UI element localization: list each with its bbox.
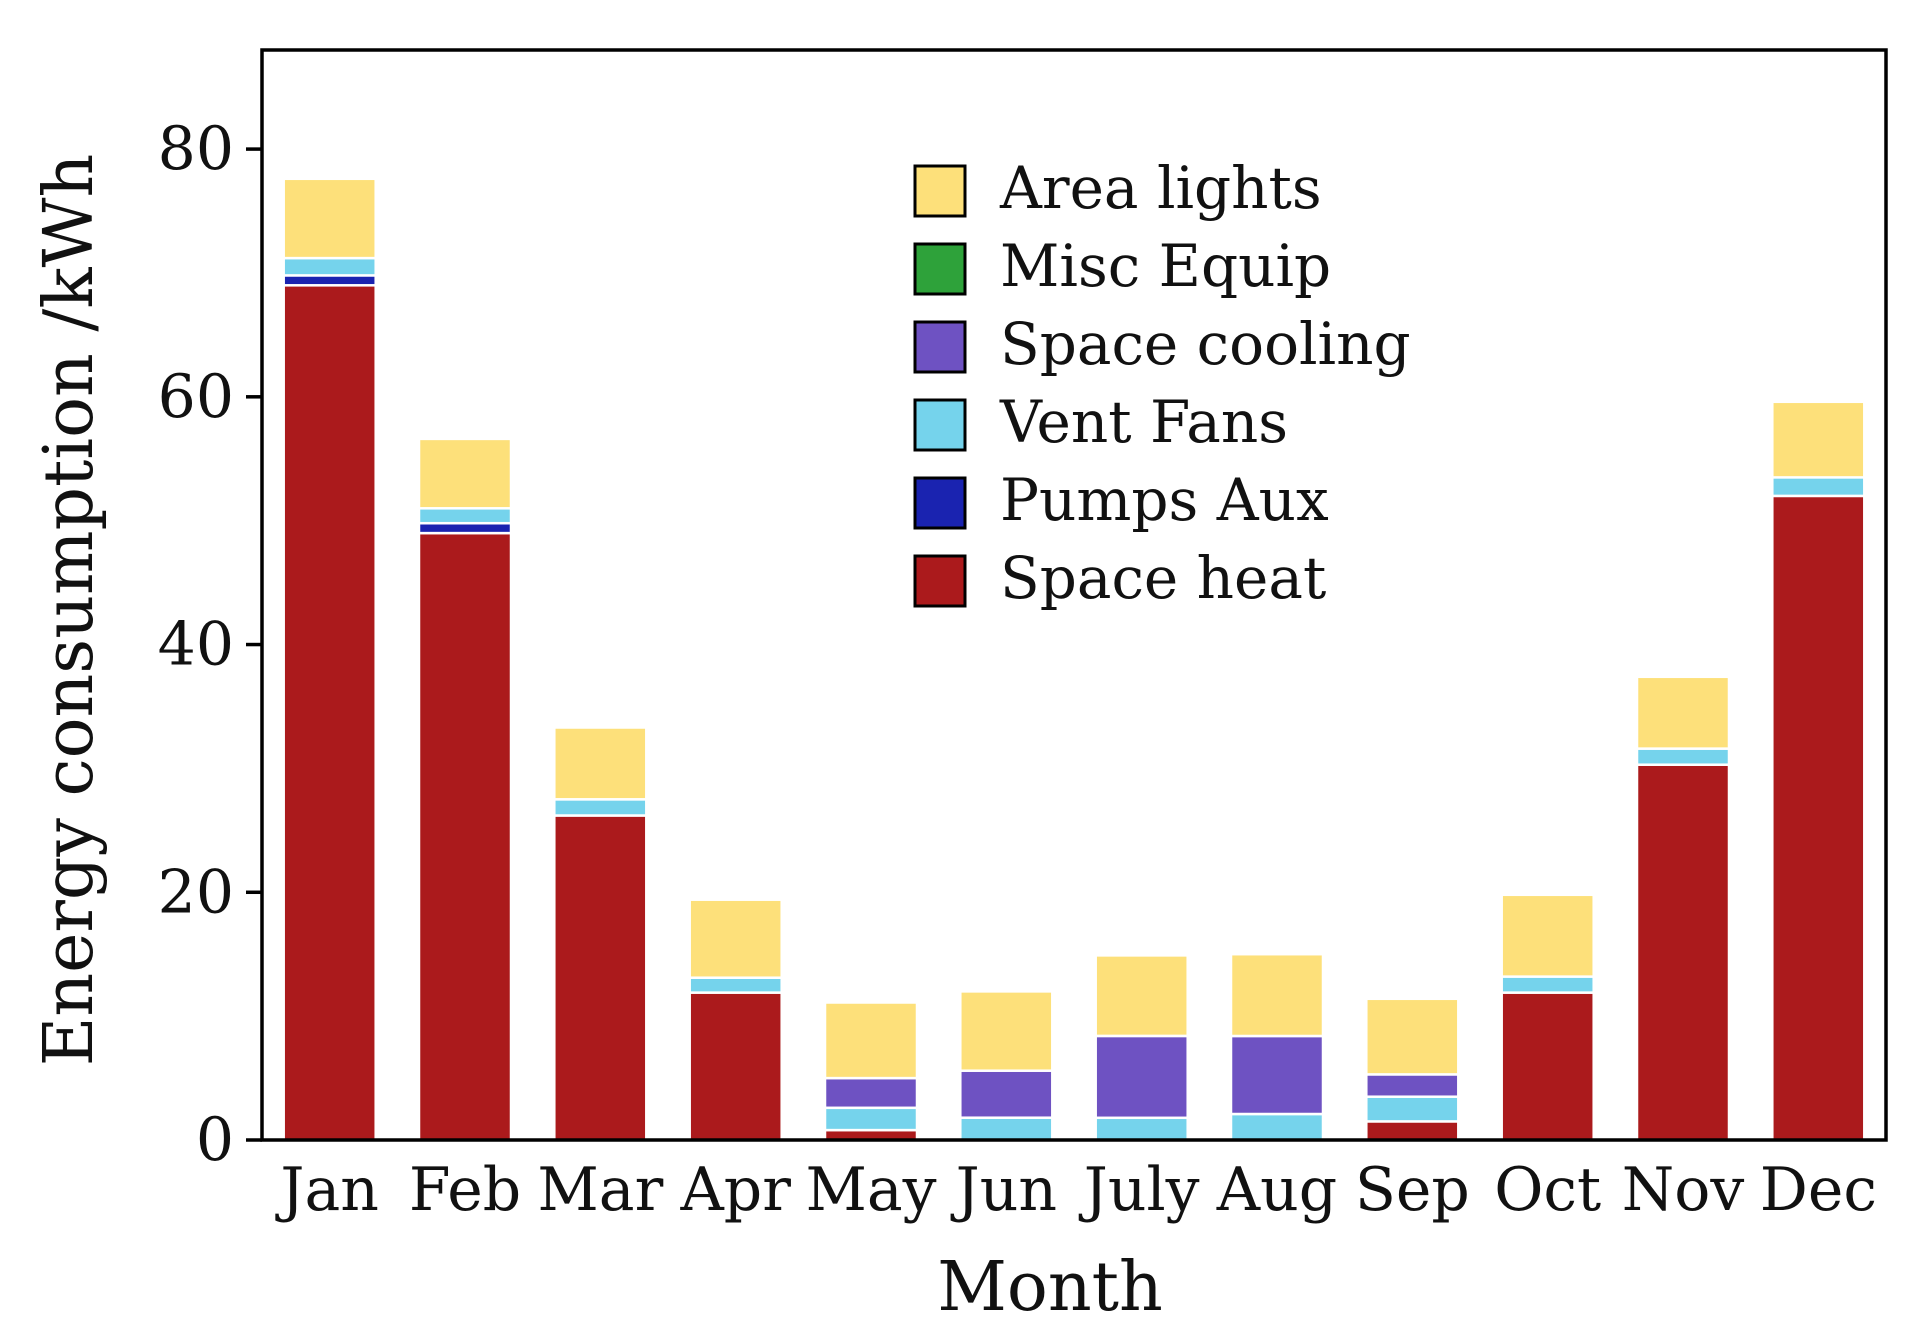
bar-oct-area-lights — [1500, 893, 1595, 978]
y-tick-label: 0 — [196, 1105, 234, 1175]
x-tick-label: Aug — [1216, 1155, 1337, 1225]
bar-dec-space-heat — [1771, 494, 1866, 1142]
bar-oct-space-heat — [1500, 991, 1595, 1142]
bar-sep-vent-fans — [1365, 1095, 1460, 1123]
x-tick-label: Mar — [537, 1155, 663, 1225]
x-tick-label: Oct — [1494, 1155, 1601, 1225]
legend: Area lights Misc Equip Space cooling Vent F… — [913, 154, 1411, 612]
bar-jun-vent-fans — [959, 1116, 1054, 1142]
legend-label-space-cooling: Space cooling — [1000, 310, 1411, 378]
legend-swatch-pumps-aux — [913, 476, 967, 530]
bar-nov-space-heat — [1635, 763, 1731, 1142]
bar-aug-space-cooling — [1229, 1034, 1325, 1116]
x-tick-label: Feb — [409, 1155, 521, 1225]
bar-sep-space-heat — [1365, 1120, 1460, 1142]
x-axis-title: Month — [937, 1248, 1162, 1327]
x-tick-label: July — [1078, 1155, 1200, 1225]
bar-july-area-lights — [1094, 954, 1189, 1038]
legend-swatch-space-heat — [913, 554, 967, 608]
bar-may-area-lights — [823, 1001, 919, 1080]
y-tick-label: 40 — [158, 610, 234, 680]
bar-apr-area-lights — [688, 898, 783, 979]
bar-sep-area-lights — [1365, 997, 1460, 1076]
x-tick-label: Jun — [950, 1155, 1057, 1225]
y-tick-label: 20 — [158, 857, 234, 927]
bar-jan-vent-fans — [282, 256, 377, 277]
x-tick-label: Dec — [1760, 1155, 1877, 1225]
bar-dec-area-lights — [1771, 400, 1866, 479]
bar-jun-area-lights — [959, 990, 1054, 1072]
bar-mar-vent-fans — [553, 798, 648, 817]
bar-nov-area-lights — [1635, 675, 1731, 750]
bar-apr-vent-fans — [688, 976, 783, 994]
legend-label-pumps-aux: Pumps Aux — [1000, 466, 1329, 534]
x-tick-label: Apr — [679, 1155, 791, 1225]
bar-may-vent-fans — [823, 1106, 919, 1132]
bars-group — [282, 177, 1866, 1142]
y-axis-title: Energy consumption /kWh — [30, 154, 109, 1067]
bar-mar-space-heat — [553, 814, 648, 1142]
bar-nov-vent-fans — [1635, 747, 1731, 766]
bar-oct-vent-fans — [1500, 975, 1595, 994]
bar-sep-space-cooling — [1365, 1073, 1460, 1098]
bar-may-space-cooling — [823, 1076, 919, 1110]
bar-jan-pumps-aux — [282, 274, 377, 287]
bar-jan-area-lights — [282, 177, 377, 260]
bar-feb-pumps-aux — [417, 521, 513, 535]
x-tick-label: May — [805, 1155, 936, 1225]
legend-swatch-space-cooling — [913, 320, 967, 374]
y-tick-label: 60 — [158, 362, 234, 432]
bar-july-vent-fans — [1094, 1116, 1189, 1142]
legend-label-misc-equip: Misc Equip — [1000, 232, 1331, 300]
bar-feb-space-heat — [417, 531, 513, 1142]
x-tick-label: Nov — [1622, 1155, 1745, 1225]
legend-label-space-heat: Space heat — [1000, 544, 1326, 612]
bar-aug-vent-fans — [1229, 1112, 1325, 1142]
bar-mar-area-lights — [553, 726, 648, 801]
x-axis: Jan Feb Mar Apr May Jun July Aug Sep Oct Nov Dec — [274, 1155, 1877, 1225]
x-tick-label: Sep — [1355, 1155, 1470, 1225]
y-axis: 0 20 40 60 80 — [158, 114, 262, 1175]
bar-feb-vent-fans — [417, 507, 513, 525]
bar-dec-vent-fans — [1771, 476, 1866, 498]
y-tick-label: 80 — [158, 114, 234, 184]
legend-swatch-area-lights — [913, 164, 967, 218]
x-tick-label: Jan — [274, 1155, 378, 1225]
legend-swatch-vent-fans — [913, 398, 967, 452]
legend-swatch-misc-equip — [913, 242, 967, 296]
bar-july-space-cooling — [1094, 1034, 1189, 1120]
bar-feb-area-lights — [417, 437, 513, 510]
bar-apr-space-heat — [688, 991, 783, 1142]
bar-aug-area-lights — [1229, 952, 1325, 1038]
bar-jun-space-cooling — [959, 1069, 1054, 1119]
legend-label-vent-fans: Vent Fans — [999, 388, 1288, 456]
bar-jan-space-heat — [282, 284, 377, 1142]
legend-label-area-lights: Area lights — [999, 154, 1322, 222]
plot-frame — [260, 48, 1888, 1142]
